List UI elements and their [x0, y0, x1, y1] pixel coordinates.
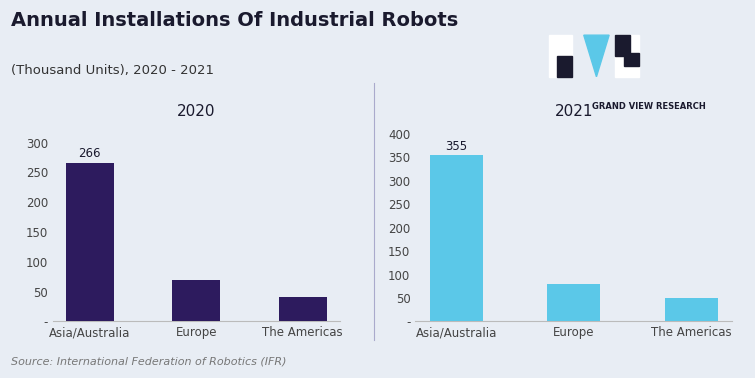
- Text: 355: 355: [445, 140, 467, 153]
- FancyBboxPatch shape: [615, 35, 630, 56]
- Title: 2020: 2020: [177, 104, 215, 119]
- Bar: [66, 163, 114, 321]
- Polygon shape: [584, 35, 609, 77]
- Bar: [279, 297, 327, 321]
- FancyBboxPatch shape: [557, 56, 572, 77]
- Text: Annual Installations Of Industrial Robots: Annual Installations Of Industrial Robot…: [11, 11, 458, 30]
- Text: 266: 266: [79, 147, 101, 161]
- FancyBboxPatch shape: [624, 53, 639, 66]
- FancyBboxPatch shape: [615, 35, 639, 77]
- Text: GRAND VIEW RESEARCH: GRAND VIEW RESEARCH: [593, 102, 706, 111]
- Bar: [430, 155, 482, 321]
- Bar: [665, 298, 718, 321]
- Bar: [547, 284, 600, 321]
- Title: 2021: 2021: [555, 104, 593, 119]
- Text: Source: International Federation of Robotics (IFR): Source: International Federation of Robo…: [11, 357, 287, 367]
- FancyBboxPatch shape: [549, 35, 572, 77]
- Bar: [172, 280, 220, 321]
- Text: (Thousand Units), 2020 - 2021: (Thousand Units), 2020 - 2021: [11, 64, 214, 77]
